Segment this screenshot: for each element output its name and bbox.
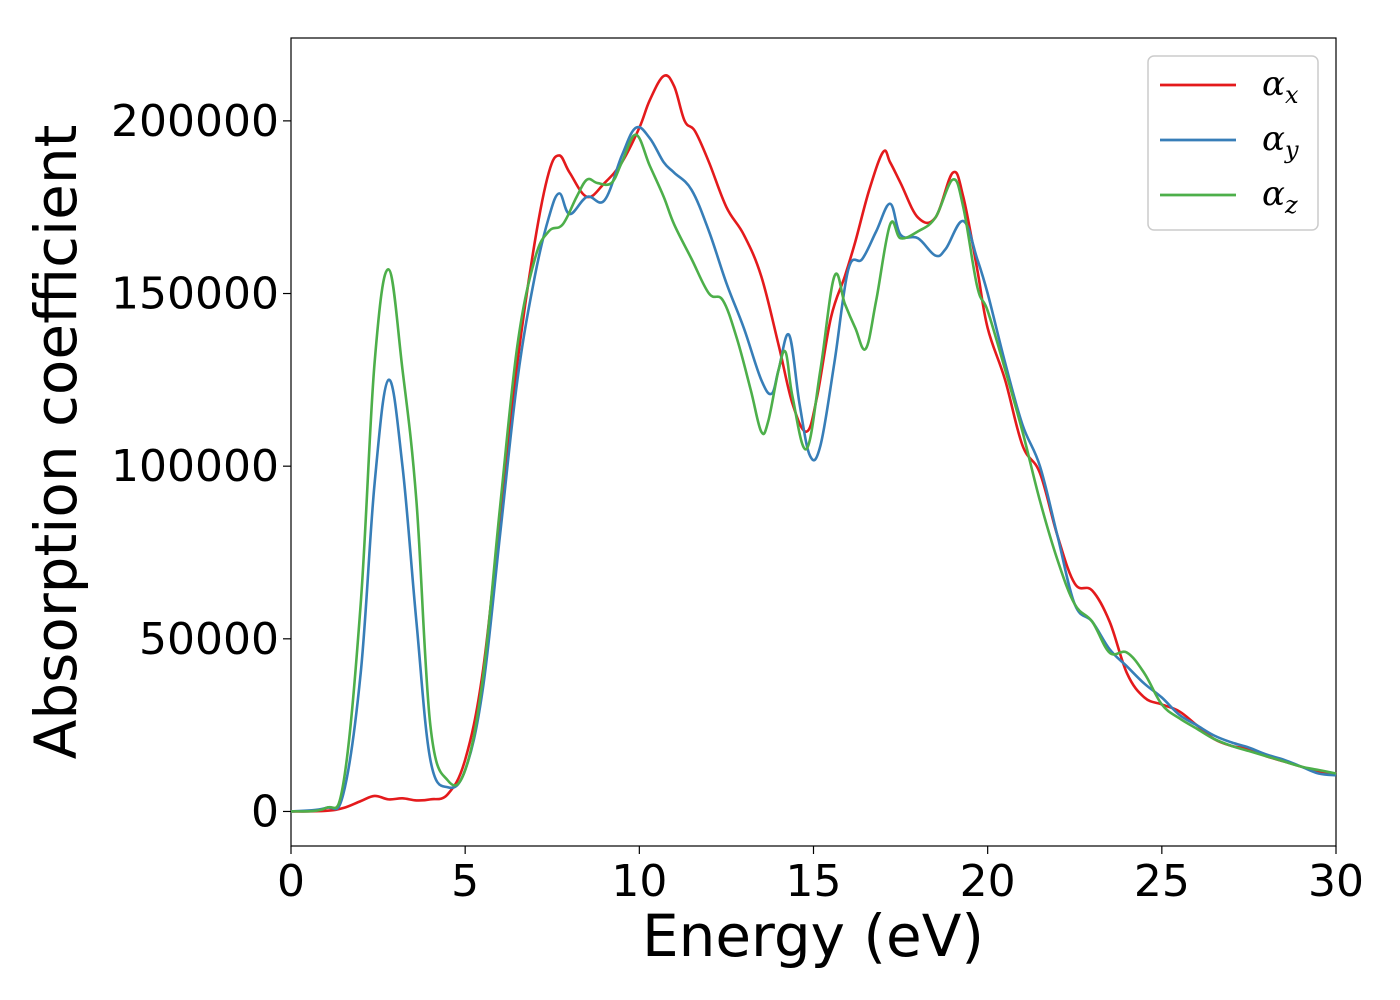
x-axis: 0 5 10 15 20 25 30	[277, 846, 1364, 907]
x-axis-label: Energy (eV)	[642, 902, 984, 970]
y-axis: 0 50000 100000 150000 200000	[111, 96, 291, 837]
x-tick-label: 20	[960, 856, 1016, 907]
x-tick-label: 15	[786, 856, 842, 907]
y-tick-label: 150000	[111, 269, 279, 320]
series-line-z	[290, 133, 1337, 813]
legend: αx αy αz	[1147, 55, 1319, 231]
legend-label-y: αy	[1262, 119, 1299, 164]
x-tick-label: 25	[1134, 856, 1190, 907]
legend-box	[1147, 55, 1319, 231]
legend-label-x: αx	[1262, 64, 1299, 109]
x-tick-label: 10	[611, 856, 667, 907]
y-tick-label: 50000	[139, 614, 279, 665]
y-tick-label: 200000	[111, 96, 279, 147]
x-tick-label: 30	[1308, 856, 1364, 907]
legend-label-z: αz	[1262, 174, 1298, 219]
y-tick-label: 0	[251, 786, 279, 837]
y-tick-label: 100000	[111, 441, 279, 492]
x-tick-label: 0	[277, 856, 305, 907]
x-tick-label: 5	[451, 856, 479, 907]
plot-lines	[290, 74, 1337, 813]
y-axis-label: Absorption coefficient	[22, 125, 90, 760]
